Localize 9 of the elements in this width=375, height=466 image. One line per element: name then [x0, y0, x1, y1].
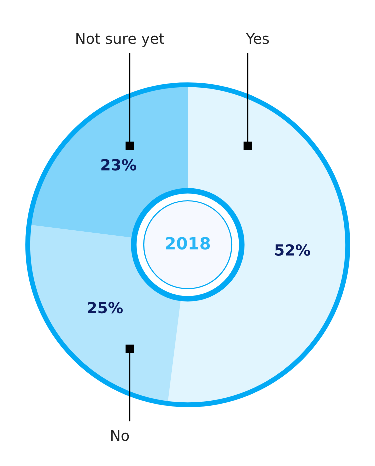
- data-label: 23%: [102, 159, 136, 171]
- text: 2018: [166, 237, 210, 250]
- slice-label: Yes: [246, 33, 270, 44]
- data-label: 25%: [88, 302, 123, 314]
- slice-label: Not sure yet: [76, 33, 164, 48]
- data-label: 52%: [275, 244, 310, 256]
- donut-slice: [29, 85, 188, 238]
- slice-label: No: [112, 430, 130, 442]
- donut-slice: [168, 85, 348, 405]
